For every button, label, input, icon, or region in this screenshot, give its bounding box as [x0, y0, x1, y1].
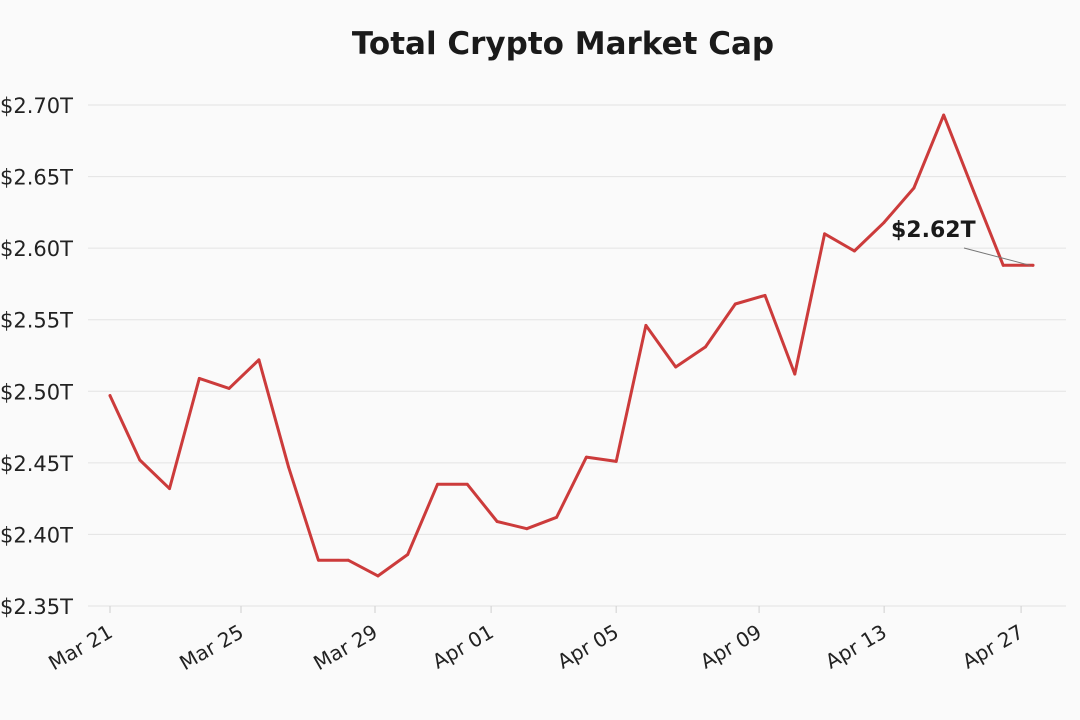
y-tick-label: $2.45T: [0, 452, 73, 476]
data-point: [108, 394, 112, 397]
data-point: [823, 232, 826, 236]
data-point: [912, 186, 916, 190]
y-tick-label: $2.35T: [0, 595, 73, 619]
data-point: [346, 558, 350, 562]
data-point: [942, 113, 946, 117]
data-point: [436, 482, 439, 486]
y-tick-label: $2.50T: [0, 380, 73, 404]
data-point: [525, 527, 529, 531]
data-point: [168, 487, 171, 491]
data-point: [704, 345, 707, 349]
data-point: [852, 249, 856, 253]
series-line: [108, 113, 1035, 578]
data-point: [733, 302, 737, 306]
data-point: [793, 372, 797, 376]
data-point: [674, 365, 678, 369]
data-point: [227, 387, 231, 390]
data-point: [1031, 263, 1035, 267]
y-tick-label: $2.40T: [0, 523, 73, 547]
chart-title: Total Crypto Market Cap: [351, 26, 775, 62]
data-point: [406, 553, 410, 556]
data-point: [584, 455, 588, 459]
x-tick-label: Apr 05: [553, 620, 623, 674]
x-tick-label: Mar 29: [309, 620, 381, 676]
x-tick-label: Apr 13: [821, 620, 891, 674]
x-tick-label: Apr 09: [696, 620, 766, 674]
y-tick-label: $2.70T: [0, 94, 73, 118]
x-tick-label: Apr 27: [958, 620, 1028, 674]
data-point: [465, 482, 469, 486]
data-point: [376, 574, 380, 578]
x-tick-label: Mar 21: [44, 620, 116, 676]
data-point: [882, 220, 886, 224]
data-point: [257, 358, 261, 362]
x-tick-label: Apr 01: [428, 620, 498, 674]
y-tick-label: $2.60T: [0, 237, 73, 261]
y-tick-label: $2.65T: [0, 166, 73, 190]
data-point: [197, 377, 201, 380]
data-point: [287, 465, 291, 469]
data-point: [614, 460, 618, 463]
annotation-leader: [963, 247, 1031, 266]
data-point: [317, 558, 320, 562]
data-point: [555, 515, 559, 519]
data-point: [972, 189, 975, 193]
data-point: [138, 458, 142, 462]
data-point: [763, 293, 767, 297]
y-tick-label: $2.55T: [0, 309, 73, 333]
annotation-label: $2.62T: [891, 218, 976, 243]
x-tick-label: Mar 25: [175, 620, 247, 676]
data-point: [495, 520, 499, 523]
data-point: [1001, 263, 1005, 267]
data-point: [644, 324, 648, 327]
